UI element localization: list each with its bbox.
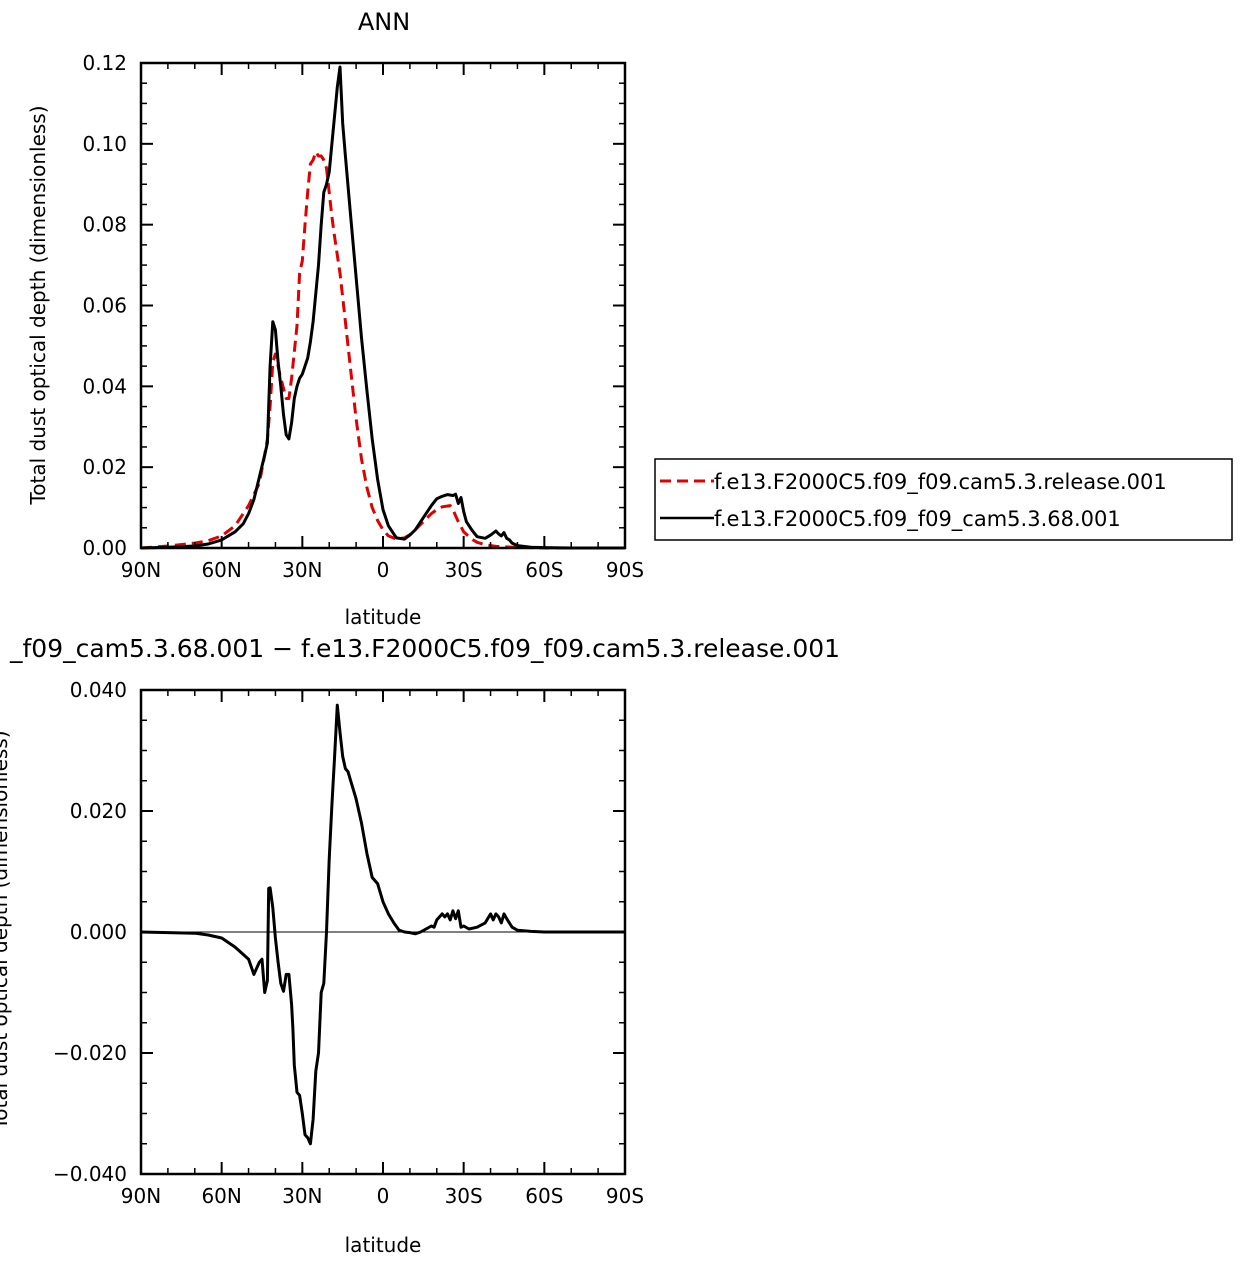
bottom-y-tick-label: 0.000 bbox=[70, 920, 127, 944]
bottom-axis-ticks: 90N 60N 30N 0 30S 60S 90S −0.040 −0.020 0.000 0.02… bbox=[53, 678, 644, 1208]
legend-label-release: f.e13.F2000C5.f09_f09.cam5.3.release.001 bbox=[714, 470, 1167, 495]
top-x-tick-label: 90S bbox=[606, 558, 644, 582]
bottom-x-tick-label: 60N bbox=[201, 1184, 241, 1208]
bottom-y-axis-label: Total dust optical depth (dimensionless) bbox=[0, 730, 12, 1130]
bottom-x-axis-label: latitude bbox=[345, 1233, 422, 1257]
top-series-line-0 bbox=[140, 150, 625, 550]
bottom-y-tick-label: −0.020 bbox=[53, 1041, 127, 1065]
bottom-panel: _f09_cam5.3.68.001 − f.e13.F2000C5.f09_f… bbox=[0, 634, 840, 1257]
top-y-tick-label: 0.06 bbox=[82, 294, 127, 318]
top-y-tick-label: 0.00 bbox=[82, 536, 127, 560]
bottom-y-tick-label: 0.040 bbox=[70, 678, 127, 702]
top-y-axis-label: Total dust optical depth (dimensionless) bbox=[26, 105, 50, 505]
top-series-line-1 bbox=[140, 65, 625, 550]
top-x-tick-label: 90N bbox=[121, 558, 161, 582]
top-y-tick-label: 0.12 bbox=[82, 51, 127, 75]
top-chart-title: ANN bbox=[358, 8, 410, 36]
legend-box bbox=[654, 458, 1233, 541]
bottom-y-tick-label: −0.040 bbox=[53, 1162, 127, 1186]
bottom-x-tick-label: 90S bbox=[606, 1184, 644, 1208]
bottom-series-line-0 bbox=[140, 703, 625, 1146]
top-y-tick-label: 0.08 bbox=[82, 213, 127, 237]
bottom-y-tick-label: 0.020 bbox=[70, 799, 127, 823]
top-axis-ticks: 90N 60N 30N 0 30S 60S 90S 0.00 0.02 0.04 0.06 0.08 0… bbox=[82, 51, 644, 582]
top-x-axis-label: latitude bbox=[345, 605, 422, 629]
bottom-x-tick-label: 30S bbox=[445, 1184, 483, 1208]
top-x-tick-label: 30N bbox=[282, 558, 322, 582]
top-x-tick-label: 60S bbox=[525, 558, 563, 582]
top-y-tick-label: 0.10 bbox=[82, 132, 127, 156]
bottom-x-tick-label: 60S bbox=[525, 1184, 563, 1208]
top-plot-lines bbox=[140, 65, 625, 550]
top-y-tick-label: 0.02 bbox=[82, 455, 127, 479]
legend-label-cam5-3-68: f.e13.F2000C5.f09_f09_cam5.3.68.001 bbox=[714, 507, 1121, 532]
bottom-x-tick-label: 0 bbox=[377, 1184, 390, 1208]
bottom-x-tick-label: 30N bbox=[282, 1184, 322, 1208]
top-x-tick-label: 30S bbox=[445, 558, 483, 582]
top-panel: ANN 90N 60N 30N 0 30S 60S 90S 0.00 0.02 0.04 0.06 0… bbox=[26, 8, 1233, 629]
top-x-tick-label: 0 bbox=[377, 558, 390, 582]
bottom-x-tick-label: 90N bbox=[121, 1184, 161, 1208]
top-y-tick-label: 0.04 bbox=[82, 374, 127, 398]
bottom-chart-title: _f09_cam5.3.68.001 − f.e13.F2000C5.f09_f… bbox=[9, 634, 840, 663]
top-x-tick-label: 60N bbox=[201, 558, 241, 582]
top-plot-frame bbox=[139, 61, 627, 550]
bottom-plot-lines bbox=[140, 703, 625, 1146]
legend: f.e13.F2000C5.f09_f09.cam5.3.release.001… bbox=[654, 458, 1233, 541]
